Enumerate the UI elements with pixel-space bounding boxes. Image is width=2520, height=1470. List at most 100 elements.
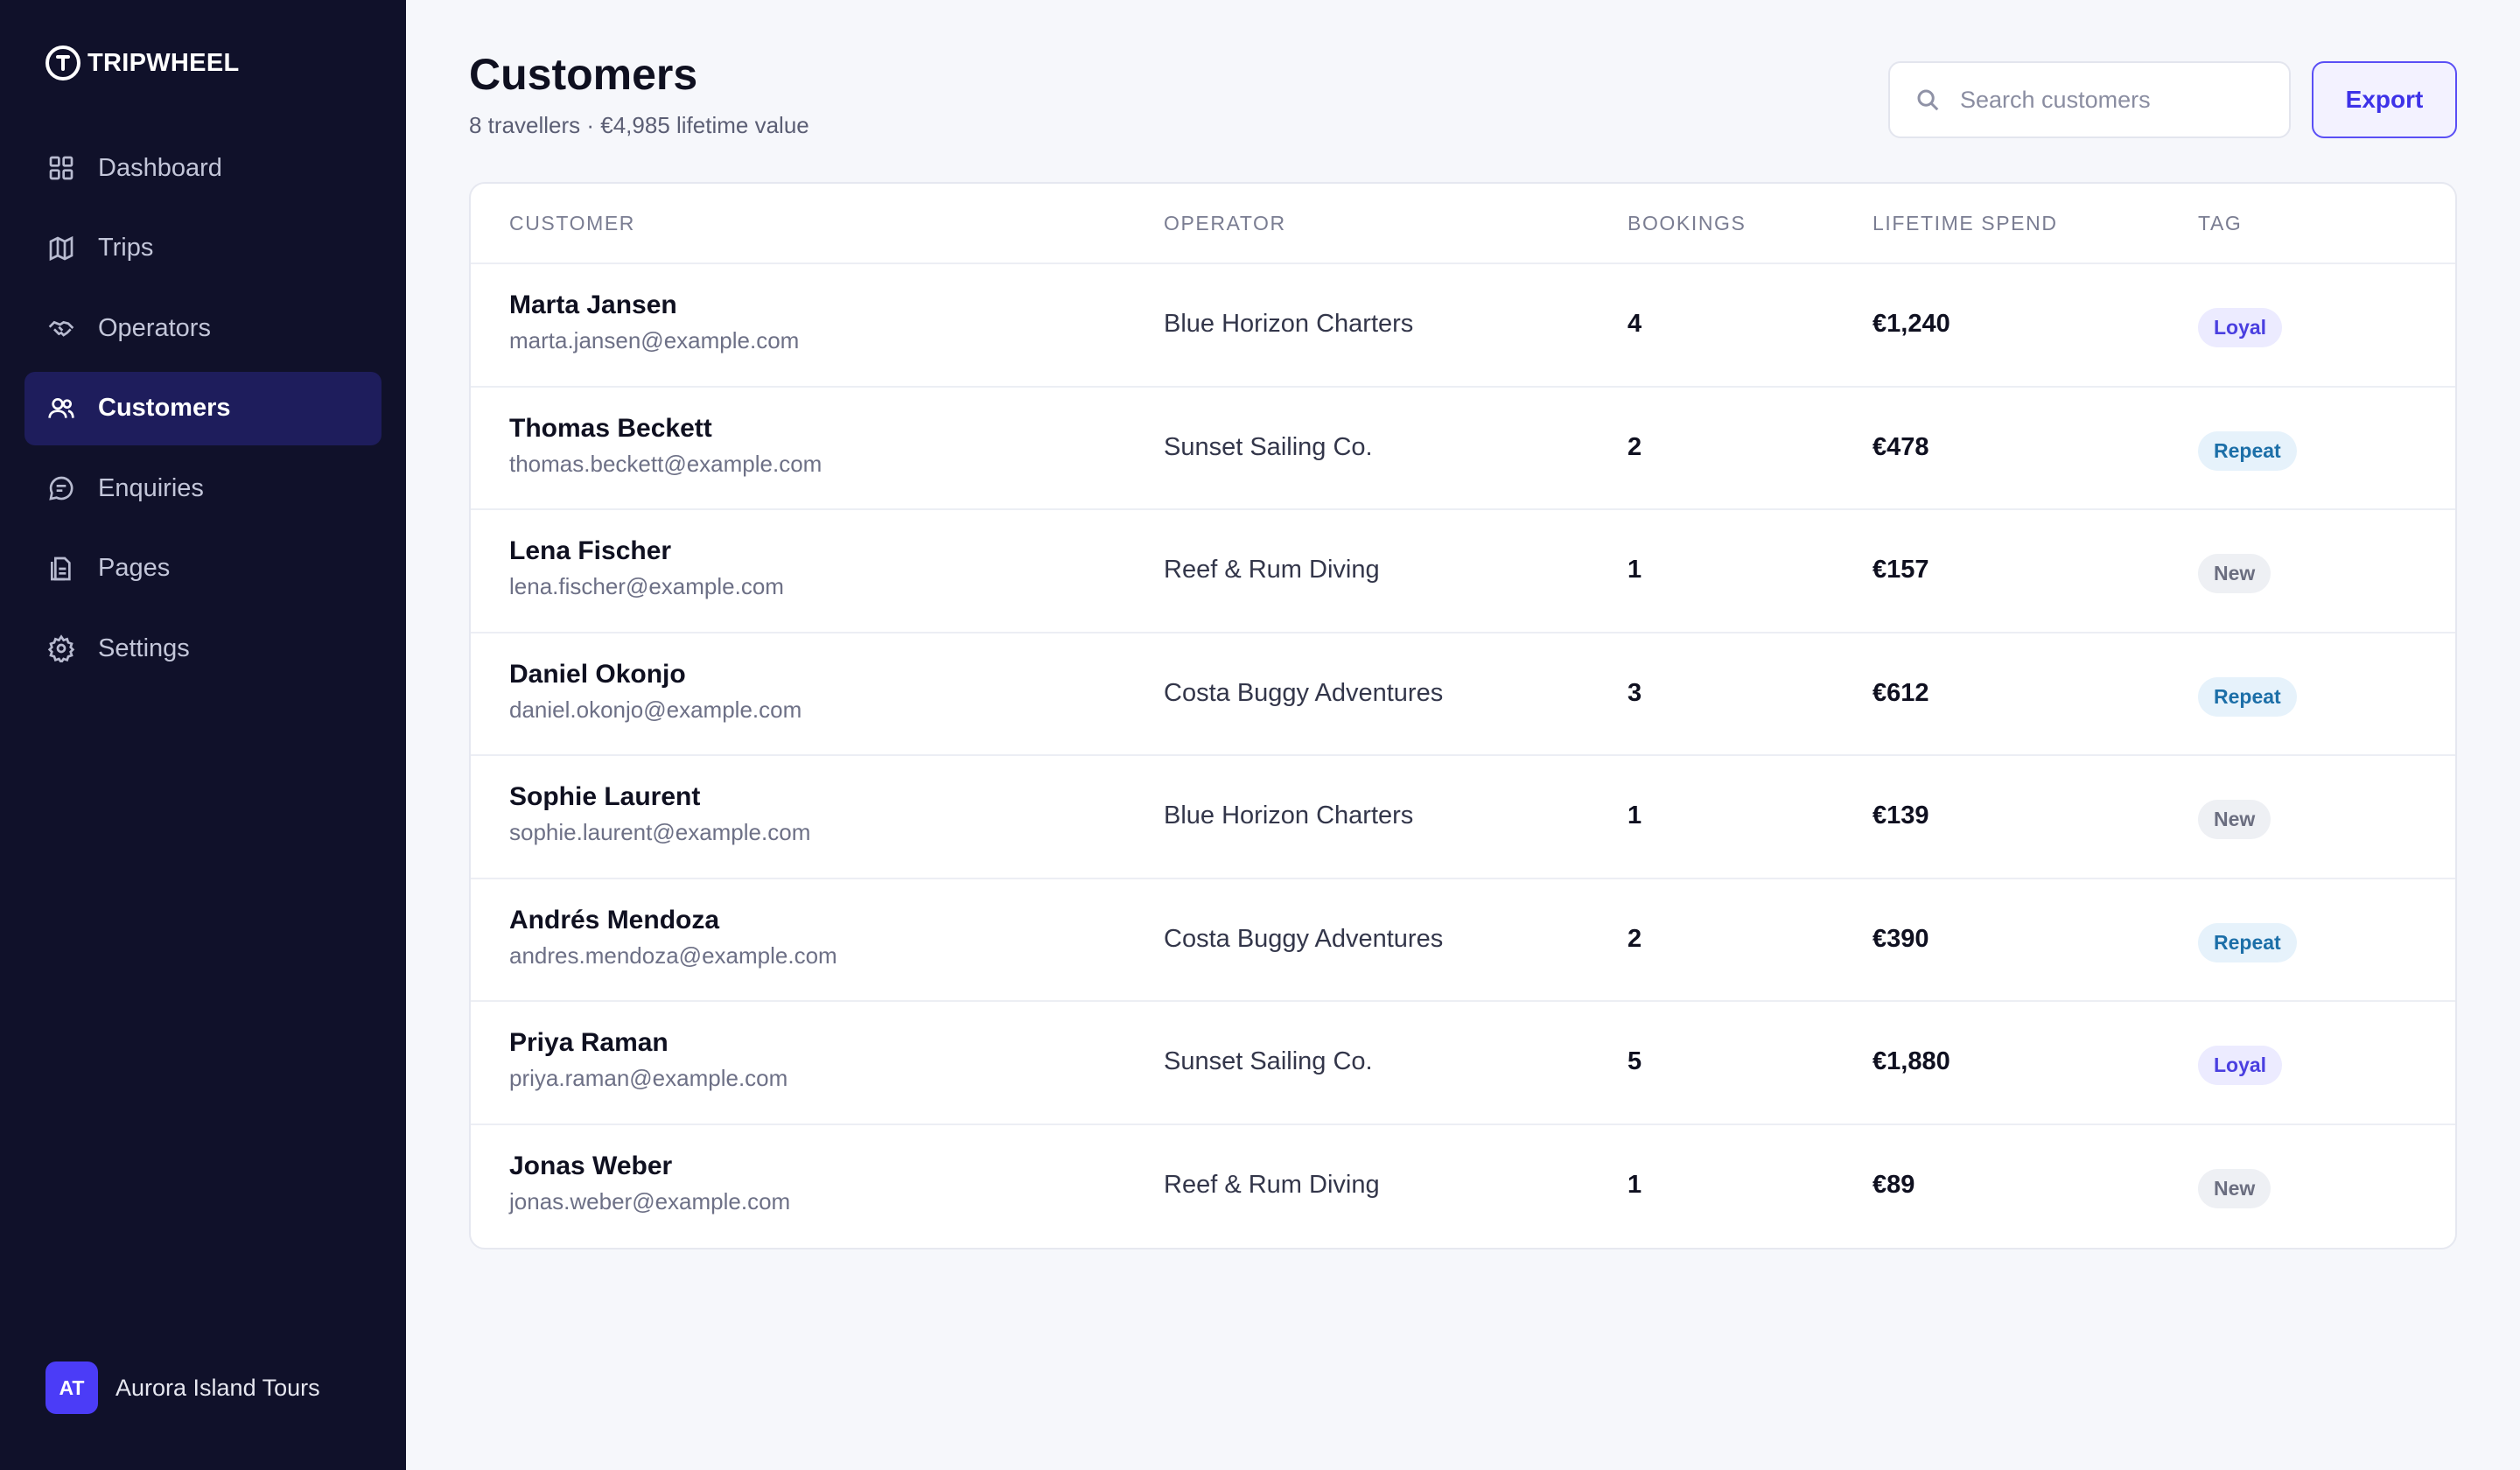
users-icon: [47, 395, 75, 423]
chat-icon: [47, 474, 75, 502]
operator-cell: Reef & Rum Diving: [1164, 1170, 1380, 1199]
bookings-cell: 1: [1628, 556, 1642, 584]
operator-cell: Costa Buggy Adventures: [1164, 924, 1444, 953]
bookings-cell: 1: [1628, 802, 1642, 830]
customer-name: Lena Fischer: [509, 536, 672, 565]
search-box[interactable]: [1888, 61, 2291, 138]
bookings-cell: 2: [1628, 432, 1642, 461]
export-button[interactable]: Export: [2312, 61, 2457, 138]
table-row[interactable]: Marta Jansen marta.jansen@example.com Bl…: [471, 264, 2455, 388]
table-row[interactable]: Andrés Mendoza andres.mendoza@example.co…: [471, 879, 2455, 1002]
bookings-cell: 1: [1628, 1170, 1642, 1199]
tag-badge: Repeat: [2198, 922, 2297, 962]
customer-email: lena.fischer@example.com: [509, 573, 784, 599]
sidebar-nav: Dashboard Trips Operators Customers Enqu…: [24, 131, 382, 692]
sidebar-item-label: Pages: [98, 554, 171, 582]
column-header-customer[interactable]: CUSTOMER: [509, 212, 635, 234]
table-row[interactable]: Sophie Laurent sophie.laurent@example.co…: [471, 756, 2455, 879]
column-header-bookings[interactable]: BOOKINGS: [1628, 212, 1746, 234]
customer-email: sophie.laurent@example.com: [509, 819, 811, 845]
customer-cell: Marta Jansen marta.jansen@example.com: [509, 290, 799, 354]
sidebar-item-dashboard[interactable]: Dashboard: [24, 131, 382, 205]
gear-icon: [47, 634, 75, 662]
customer-email: thomas.beckett@example.com: [509, 450, 822, 477]
operator-cell: Blue Horizon Charters: [1164, 802, 1414, 830]
tag-badge: New: [2198, 1168, 2272, 1208]
sidebar-item-pages[interactable]: Pages: [24, 532, 382, 606]
bookings-cell: 3: [1628, 678, 1642, 707]
bookings-cell: 5: [1628, 1047, 1642, 1075]
table-row[interactable]: Lena Fischer lena.fischer@example.com Re…: [471, 510, 2455, 634]
customer-name: Thomas Beckett: [509, 413, 712, 443]
customer-email: priya.raman@example.com: [509, 1065, 788, 1091]
sidebar-item-enquiries[interactable]: Enquiries: [24, 452, 382, 525]
customer-cell: Daniel Okonjo daniel.okonjo@example.com: [509, 660, 802, 724]
customer-cell: Jonas Weber jonas.weber@example.com: [509, 1152, 790, 1215]
customer-name: Sophie Laurent: [509, 782, 701, 811]
page-subtitle: 8 travellers · €4,985 lifetime value: [469, 112, 809, 138]
customer-cell: Priya Raman priya.raman@example.com: [509, 1028, 788, 1092]
sidebar: TRIPWHEEL Dashboard Trips Operators Cust…: [0, 0, 406, 1470]
table-row[interactable]: Priya Raman priya.raman@example.com Suns…: [471, 1002, 2455, 1125]
page-title: Customers: [469, 50, 698, 99]
table-row[interactable]: Thomas Beckett thomas.beckett@example.co…: [471, 388, 2455, 510]
sidebar-item-operators[interactable]: Operators: [24, 291, 382, 365]
brand-logo[interactable]: TRIPWHEEL: [46, 46, 239, 80]
customer-cell: Lena Fischer lena.fischer@example.com: [509, 536, 784, 600]
table-row[interactable]: Daniel Okonjo daniel.okonjo@example.com …: [471, 634, 2455, 756]
table-row[interactable]: Jonas Weber jonas.weber@example.com Reef…: [471, 1125, 2455, 1249]
customer-email: marta.jansen@example.com: [509, 327, 800, 354]
table-header: CUSTOMER OPERATOR BOOKINGS LIFETIME SPEN…: [471, 184, 2455, 264]
customer-name: Marta Jansen: [509, 290, 677, 319]
tag-badge: Repeat: [2198, 676, 2297, 717]
tag-badge: Repeat: [2198, 430, 2297, 471]
column-header-tag[interactable]: TAG: [2198, 212, 2243, 234]
brand-name: TRIPWHEEL: [88, 48, 240, 77]
lifetime-spend-cell: €157: [1872, 556, 1929, 584]
search-input[interactable]: [1960, 86, 2275, 114]
customer-name: Priya Raman: [509, 1028, 668, 1057]
tag-badge: Loyal: [2198, 308, 2283, 347]
operator-cell: Blue Horizon Charters: [1164, 310, 1414, 338]
column-header-operator[interactable]: OPERATOR: [1164, 212, 1286, 234]
sidebar-item-label: Customers: [98, 394, 231, 422]
main-content: Customers 8 travellers · €4,985 lifetime…: [406, 0, 2520, 1470]
customer-email: jonas.weber@example.com: [509, 1187, 791, 1214]
customer-name: Jonas Weber: [509, 1151, 673, 1180]
bookings-cell: 2: [1628, 924, 1642, 953]
sidebar-item-label: Trips: [98, 234, 154, 262]
customer-cell: Andrés Mendoza andres.mendoza@example.co…: [509, 906, 837, 970]
customer-name: Andrés Mendoza: [509, 905, 720, 934]
lifetime-spend-cell: €478: [1872, 432, 1929, 461]
account-name: Aurora Island Tours: [116, 1374, 320, 1401]
sidebar-item-customers[interactable]: Customers: [24, 371, 382, 445]
account-switcher[interactable]: AT Aurora Island Tours: [46, 1362, 320, 1414]
customer-email: daniel.okonjo@example.com: [509, 696, 802, 723]
tag-badge: Loyal: [2198, 1046, 2283, 1085]
sidebar-item-label: Dashboard: [98, 153, 222, 182]
avatar: AT: [46, 1362, 98, 1414]
column-header-lifetime-spend[interactable]: LIFETIME SPEND: [1872, 212, 2058, 234]
operator-cell: Sunset Sailing Co.: [1164, 432, 1373, 461]
sidebar-item-label: Enquiries: [98, 473, 204, 502]
handshake-icon: [47, 314, 75, 342]
sidebar-item-label: Settings: [98, 634, 190, 662]
sidebar-item-trips[interactable]: Trips: [24, 212, 382, 285]
lifetime-spend-cell: €1,880: [1872, 1047, 1950, 1075]
document-icon: [47, 555, 75, 583]
operator-cell: Costa Buggy Adventures: [1164, 678, 1444, 707]
customers-table: CUSTOMER OPERATOR BOOKINGS LIFETIME SPEN…: [469, 182, 2457, 1250]
tag-badge: New: [2198, 554, 2272, 593]
sidebar-item-settings[interactable]: Settings: [24, 612, 382, 685]
sidebar-item-label: Operators: [98, 313, 211, 342]
bookings-cell: 4: [1628, 310, 1642, 338]
lifetime-spend-cell: €139: [1872, 802, 1929, 830]
customer-name: Daniel Okonjo: [509, 659, 686, 689]
tag-badge: New: [2198, 800, 2272, 839]
operator-cell: Reef & Rum Diving: [1164, 556, 1380, 584]
operator-cell: Sunset Sailing Co.: [1164, 1047, 1373, 1075]
lifetime-spend-cell: €612: [1872, 678, 1929, 707]
lifetime-spend-cell: €89: [1872, 1170, 1915, 1199]
grid-icon: [47, 154, 75, 182]
lifetime-spend-cell: €390: [1872, 924, 1929, 953]
